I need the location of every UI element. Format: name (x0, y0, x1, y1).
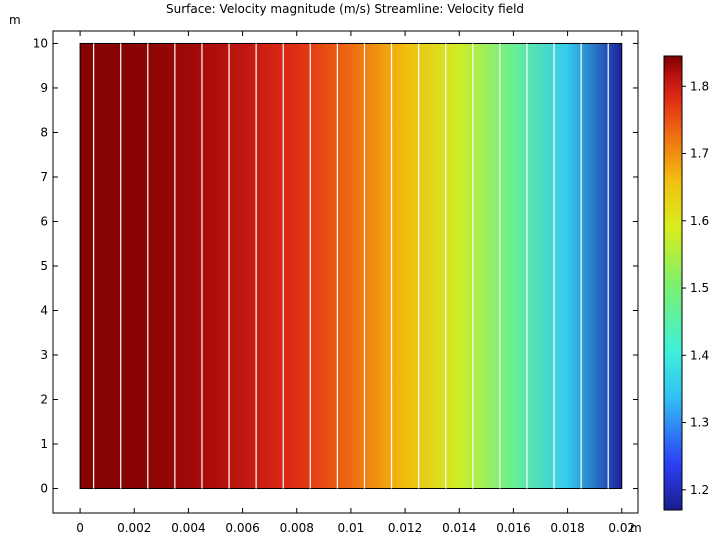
x-tick-label: 0.01 (338, 521, 365, 535)
y-axis-unit: m (9, 13, 21, 27)
streamlines-group (93, 43, 609, 489)
x-tick-label: 0.018 (550, 521, 584, 535)
x-tick-label: 0.004 (171, 521, 205, 535)
colorbar-tick-label: 1.8 (690, 79, 709, 93)
y-tick-label: 9 (40, 81, 48, 95)
plot-title: Surface: Velocity magnitude (m/s) Stream… (166, 2, 524, 16)
x-tick-label: 0.002 (117, 521, 151, 535)
y-tick-label: 1 (40, 437, 48, 451)
colorbar-ticks: 1.2 1.3 1.4 1.5 1.6 1.7 1.8 (682, 79, 709, 497)
x-axis-unit: m (630, 521, 642, 535)
axes-frame (52, 30, 639, 514)
x-tick-label: 0.006 (225, 521, 259, 535)
colorbar-tick-label: 1.3 (690, 416, 709, 430)
colorbar-tick-label: 1.2 (690, 483, 709, 497)
colorbar-tick-label: 1.7 (690, 147, 709, 161)
y-tick-label: 2 (40, 393, 48, 407)
x-tick-label: 0.008 (280, 521, 314, 535)
colorbar-tick-label: 1.5 (690, 281, 709, 295)
x-tick-label: 0.016 (496, 521, 530, 535)
x-tick-label: 0.014 (442, 521, 476, 535)
y-axis: 0 1 2 3 4 5 6 7 8 9 10 (33, 36, 638, 496)
x-tick-label: 0.012 (388, 521, 422, 535)
y-tick-label: 0 (40, 482, 48, 496)
colorbar-tick-label: 1.4 (690, 348, 709, 362)
y-tick-label: 5 (40, 259, 48, 273)
y-tick-label: 3 (40, 348, 48, 362)
x-tick-label: 0.02 (608, 521, 635, 535)
y-tick-label: 8 (40, 125, 48, 139)
velocity-surface (79, 42, 623, 490)
x-tick-label: 0 (76, 521, 84, 535)
y-tick-label: 6 (40, 214, 48, 228)
y-tick-label: 10 (33, 36, 48, 50)
y-tick-label: 4 (40, 303, 48, 317)
x-axis: 0 0.002 0.004 0.006 0.008 0.01 0.012 0.014 0.016… (76, 31, 635, 535)
y-tick-label: 7 (40, 170, 48, 184)
colorbar-tick-label: 1.6 (690, 214, 709, 228)
colorbar (663, 55, 683, 511)
